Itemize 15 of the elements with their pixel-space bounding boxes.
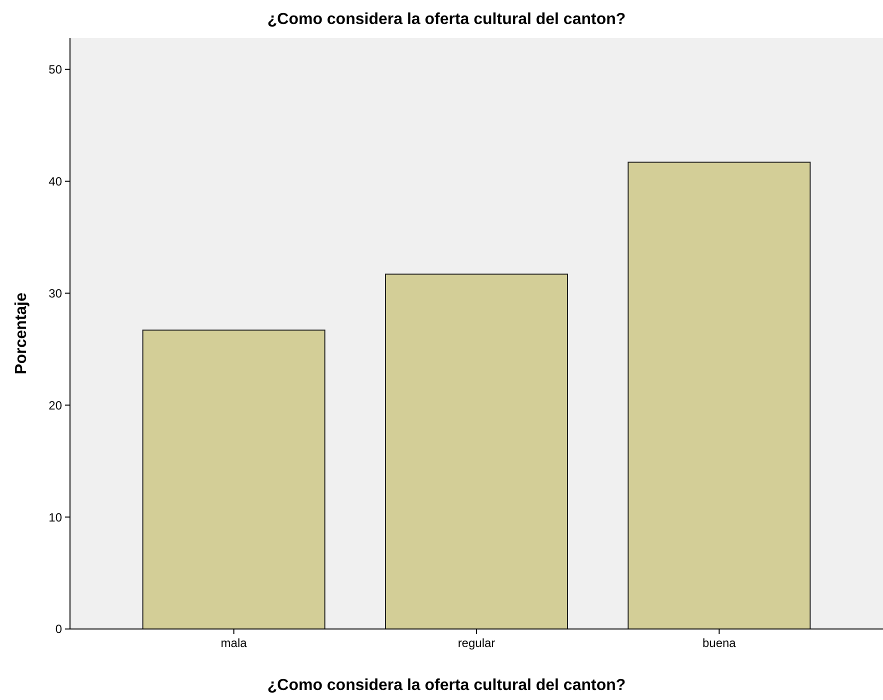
- x-tick-label: buena: [702, 636, 736, 650]
- bar: [142, 330, 326, 630]
- x-tick-label: mala: [220, 636, 248, 650]
- x-tick-label: regular: [458, 636, 496, 650]
- x-axis-title: ¿Como considera la oferta cultural del canton?: [267, 677, 626, 694]
- y-tick-label: 30: [48, 286, 62, 300]
- bar: [628, 162, 811, 630]
- y-tick-label: 20: [48, 398, 62, 412]
- y-tick-label: 10: [48, 510, 62, 524]
- chart-title: ¿Como considera la oferta cultural del canton?: [267, 11, 626, 28]
- bar: [384, 274, 568, 630]
- y-axis-title: Porcentaje: [13, 292, 30, 374]
- y-tick-label: 0: [55, 622, 62, 636]
- y-tick-label: 50: [48, 62, 62, 77]
- y-tick-label: 40: [48, 174, 62, 188]
